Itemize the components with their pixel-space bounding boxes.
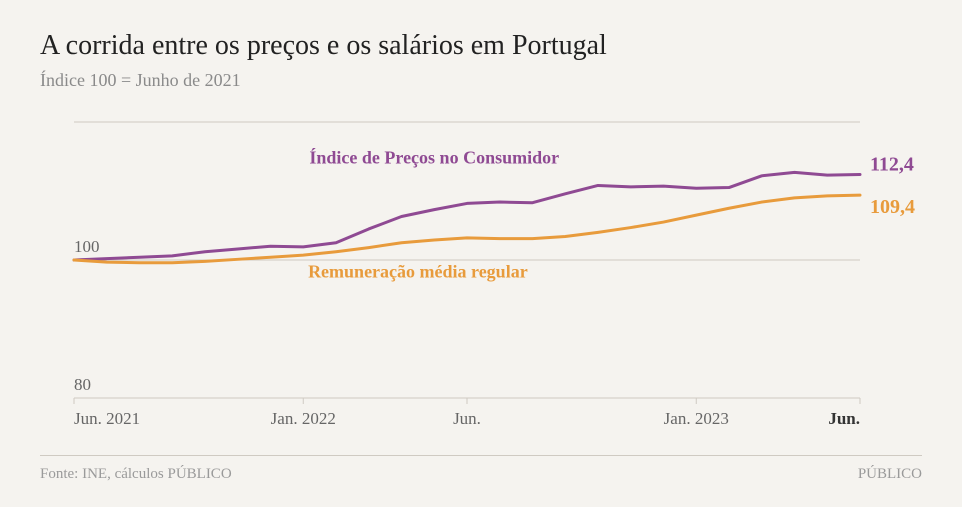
chart-svg: 80 100 120 Jun. 2021 Jan. 2022 Jun. Jan. 2023 J… bbox=[40, 114, 922, 434]
chart-title: A corrida entre os preços e os salários … bbox=[40, 28, 922, 63]
x-tick-label: Jun. bbox=[453, 409, 481, 428]
series-end-label: 109,4 bbox=[870, 197, 915, 219]
x-tick-label: Jun. bbox=[828, 409, 860, 428]
series-line bbox=[74, 173, 860, 261]
x-tick-label: Jan. 2023 bbox=[664, 409, 729, 428]
chart-plot: 80 100 120 Jun. 2021 Jan. 2022 Jun. Jan. 2023 J… bbox=[40, 114, 922, 434]
series-label: Índice de Preços no Consumidor bbox=[309, 147, 559, 168]
series-end-label: 112,4 bbox=[870, 154, 914, 176]
chart-card: A corrida entre os preços e os salários … bbox=[0, 0, 962, 507]
chart-publisher: PÚBLICO bbox=[858, 466, 922, 483]
y-tick-label: 120 bbox=[74, 114, 100, 118]
chart-footer: Fonte: INE, cálculos PÚBLICO PÚBLICO bbox=[40, 455, 922, 483]
y-tick-label: 100 bbox=[74, 237, 100, 256]
series-label: Remuneração média regular bbox=[308, 262, 528, 282]
x-tick-label: Jan. 2022 bbox=[271, 409, 336, 428]
y-tick-label: 80 bbox=[74, 375, 91, 394]
chart-source: Fonte: INE, cálculos PÚBLICO bbox=[40, 466, 232, 483]
chart-subtitle: Índice 100 = Junho de 2021 bbox=[40, 69, 922, 92]
x-tick-label: Jun. 2021 bbox=[74, 409, 140, 428]
